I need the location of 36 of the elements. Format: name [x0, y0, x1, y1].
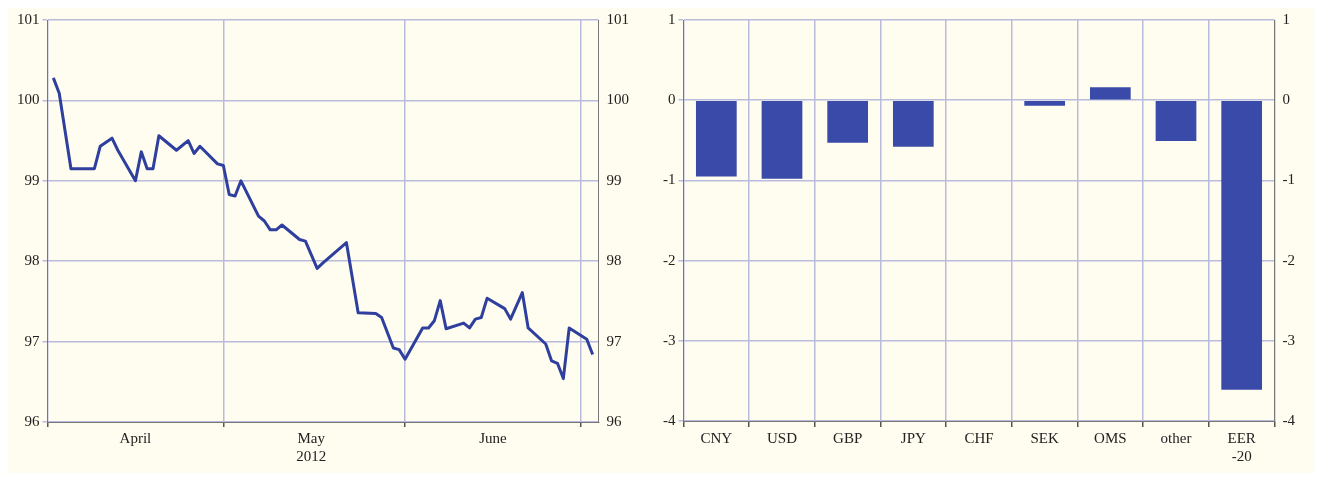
y-tick-label: -2 [663, 251, 676, 268]
y2-tick-label: 96 [24, 412, 40, 429]
x-tick-label: GBP [833, 429, 863, 446]
y-tick-label: 98 [606, 252, 622, 269]
y2-tick-label: -2 [1282, 251, 1295, 268]
x-tick-label: May 2012 [296, 429, 327, 464]
x-tick-label: JPY [900, 429, 926, 446]
y-tick-label: 101 [606, 10, 629, 27]
y-tick-label: -1 [663, 171, 676, 188]
y-tick-label: 96 [606, 412, 622, 429]
y2-tick-label: 1 [1282, 10, 1290, 27]
y-tick-label: 1 [668, 10, 676, 27]
x-tick-label: OMS [1094, 429, 1127, 446]
y2-tick-label: 97 [24, 332, 40, 349]
y2-tick-label: 100 [17, 91, 40, 108]
y2-tick-label: -4 [1282, 411, 1296, 428]
y2-tick-label: 101 [17, 10, 40, 27]
y2-tick-label: -3 [1282, 331, 1295, 348]
y2-tick-label: 0 [1282, 91, 1290, 108]
x-tick-label: SEK [1030, 429, 1059, 446]
x-tick-label: June [479, 429, 508, 446]
y-tick-label: 0 [668, 91, 676, 108]
y-tick-label: -4 [663, 411, 676, 428]
x-tick-label: EER -20 [1227, 429, 1256, 464]
y-tick-label: -3 [663, 331, 676, 348]
x-tick-label: April [119, 429, 152, 446]
x-tick-label: USD [766, 429, 798, 446]
y-tick-label: 100 [606, 91, 629, 108]
x-tick-label: CHF [964, 429, 994, 446]
y-tick-label: 97 [606, 332, 622, 349]
y-tick-label: 99 [606, 171, 622, 188]
y2-tick-label: 98 [24, 252, 40, 269]
x-tick-label: other [1160, 429, 1192, 446]
x-tick-label: CNY [700, 429, 733, 446]
y2-tick-label: 99 [24, 171, 40, 188]
y2-tick-label: -1 [1282, 171, 1295, 188]
